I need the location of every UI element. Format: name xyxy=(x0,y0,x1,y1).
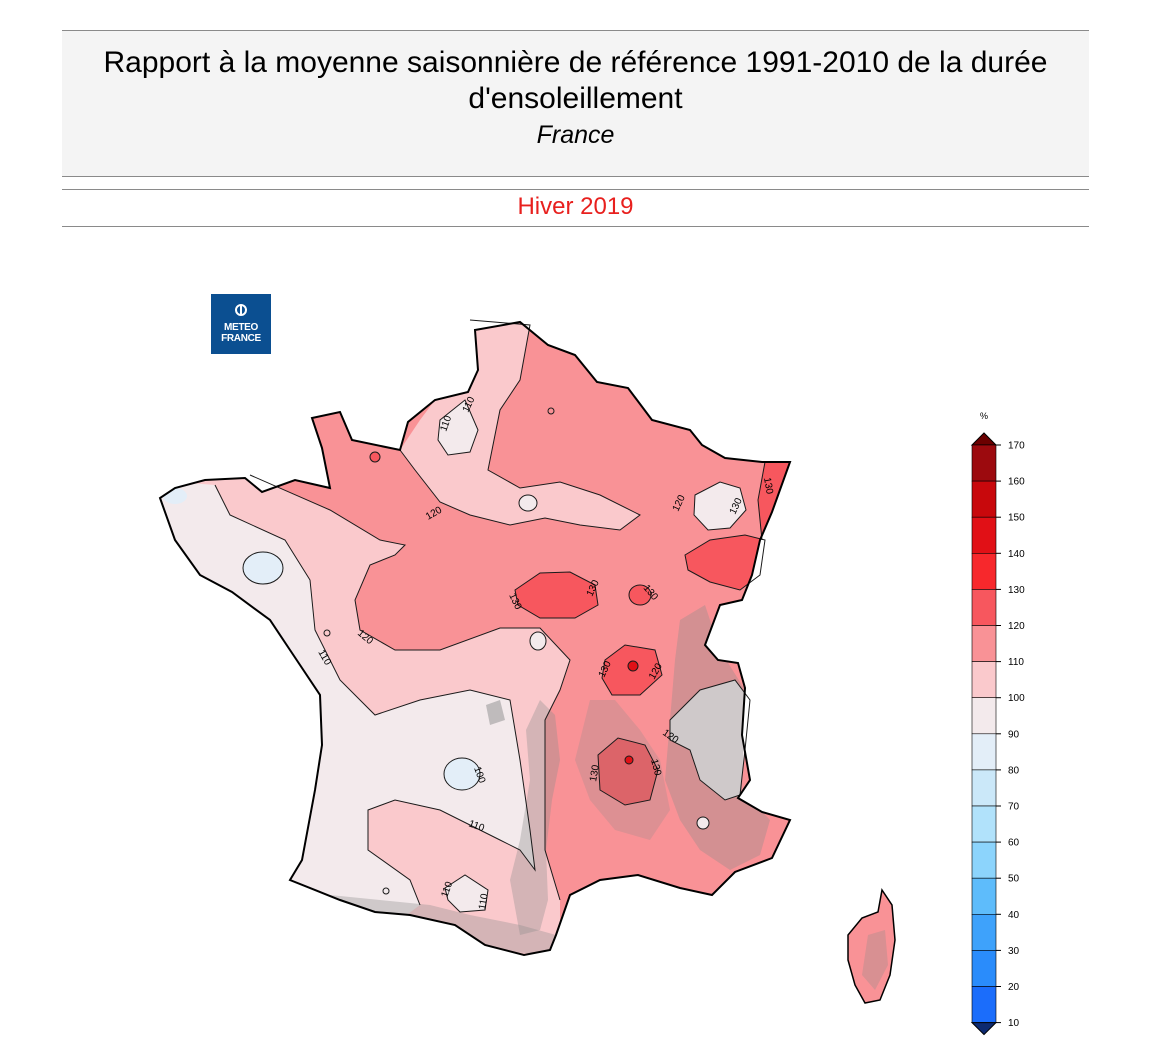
contour-spot-north xyxy=(547,407,555,415)
logo-text-line1: METEO xyxy=(223,322,259,333)
legend-tick-label: 140 xyxy=(1008,549,1025,560)
legend-tick-label: 40 xyxy=(1008,910,1020,921)
legend-band xyxy=(971,589,997,626)
contour-lines xyxy=(214,319,766,913)
legend-band xyxy=(971,950,997,987)
legend-tick-label: 90 xyxy=(1008,729,1020,740)
contour-130-center xyxy=(514,571,599,619)
header-panel: Rapport à la moyenne saisonnière de réfé… xyxy=(62,30,1089,177)
contour-label: 110 xyxy=(477,892,491,910)
zone-130-140-massif xyxy=(598,738,658,805)
legend-band xyxy=(971,841,997,879)
contour-100-landes xyxy=(443,757,481,791)
contour-130-rhine xyxy=(757,461,766,541)
legend-band xyxy=(971,444,997,482)
legend-tick-label: 110 xyxy=(1008,657,1024,668)
legend-band xyxy=(971,697,997,735)
zone-130-140-alsace xyxy=(685,535,765,590)
contour-100-brittany xyxy=(242,551,284,585)
zone-90-100-finistere xyxy=(163,488,187,504)
legend-band xyxy=(971,516,997,554)
contour-label: 130 xyxy=(588,764,602,783)
corsica xyxy=(847,888,896,1004)
legend-bottom-arrow xyxy=(970,1022,998,1036)
legend-tick-label: 10 xyxy=(1008,1018,1020,1029)
legend-band xyxy=(971,805,997,843)
zone-130-140-center xyxy=(515,572,598,618)
season-panel: Hiver 2019 xyxy=(62,189,1089,227)
legend-band xyxy=(971,661,997,699)
legend-band xyxy=(971,480,997,518)
france-coastline xyxy=(158,320,792,957)
contour-spot-centre xyxy=(529,631,547,651)
legend-band xyxy=(971,553,997,590)
contour-label: 130 xyxy=(648,758,663,777)
contour-spot-provence xyxy=(696,816,710,830)
legend-tick-label: 20 xyxy=(1008,982,1020,993)
contour-spot-landes xyxy=(382,887,390,895)
zone-90-100-landes xyxy=(444,758,480,790)
legend-tick-label: 100 xyxy=(1008,693,1025,704)
legend-unit: % xyxy=(980,411,988,421)
legend-tick-label: 60 xyxy=(1008,838,1020,849)
logo-text: METEO FRANCE xyxy=(211,322,271,344)
legend-ticks: 170 160 150 140 130 120 110 100 90 80 70 60 50 40 30 20… xyxy=(996,441,1025,1029)
legend-band xyxy=(971,769,997,807)
contour-spot-lyon xyxy=(627,660,639,672)
zone-130-140-burgundy xyxy=(629,585,651,605)
contour-label: 110 xyxy=(438,414,454,433)
legend-tick-label: 80 xyxy=(1008,765,1020,776)
legend-band xyxy=(971,625,997,662)
relief-massif-central xyxy=(575,700,670,840)
zone-100-110-alps xyxy=(670,680,750,800)
legend-tick-label: 70 xyxy=(1008,802,1020,813)
color-legend: % 170 160 150 140 130 120 110 100 90 80 70 60 50 40 30… xyxy=(970,411,1025,1036)
legend-tick-label: 130 xyxy=(1008,585,1025,596)
contour-spot-vendee xyxy=(323,629,331,637)
contour-130-massif xyxy=(597,737,659,806)
contour-130-burgundy xyxy=(628,584,652,606)
logo-text-line2: FRANCE xyxy=(221,333,261,344)
legend-top-arrow xyxy=(970,432,998,446)
legend-tick-label: 120 xyxy=(1008,621,1025,632)
legend-band xyxy=(971,733,997,771)
contour-label: 130 xyxy=(761,477,775,496)
legend-band xyxy=(971,877,997,915)
contour-spot-massif xyxy=(624,755,634,765)
relief-alps xyxy=(665,605,770,870)
zone-100-110-east xyxy=(694,482,746,530)
corsica-relief xyxy=(862,930,888,990)
map-subtitle: France xyxy=(536,121,615,149)
contour-130-alsace xyxy=(684,534,766,591)
legend-band xyxy=(971,986,997,1023)
legend-tick-label: 50 xyxy=(1008,874,1020,885)
legend-tick-label: 150 xyxy=(1008,513,1025,524)
legend-tick-label: 30 xyxy=(1008,946,1020,957)
map-title: Rapport à la moyenne saisonnière de réfé… xyxy=(103,46,1048,115)
contour-label-group: 110 110 120 120 110 130 130 130 130 120 … xyxy=(315,395,774,911)
legend-tick-label: 160 xyxy=(1008,477,1025,488)
contour-110-west xyxy=(214,484,536,906)
season-label: Hiver 2019 xyxy=(517,193,634,220)
contour-spot-caen xyxy=(369,451,381,463)
meteo-france-logo: METEO FRANCE xyxy=(211,294,271,354)
contour-110-pyrenees xyxy=(444,874,489,913)
legend-tick-label: 170 xyxy=(1008,441,1025,452)
contour-130-lyon xyxy=(601,644,663,696)
contour-110-north xyxy=(437,399,479,456)
relief-spot xyxy=(486,700,505,725)
legend-band xyxy=(971,913,997,951)
logo-icon xyxy=(235,304,247,316)
contour-120-vosges xyxy=(693,481,747,531)
relief-massif-west xyxy=(510,700,560,935)
contour-label: 110 xyxy=(439,880,455,899)
zone-90-100-brittany xyxy=(243,552,283,584)
contour-label: 110 xyxy=(467,818,486,834)
contour-110-120-north xyxy=(399,319,641,531)
legend-bars xyxy=(970,432,998,1036)
contour-spot-champagne xyxy=(518,494,538,512)
contour-120-west xyxy=(249,474,571,901)
